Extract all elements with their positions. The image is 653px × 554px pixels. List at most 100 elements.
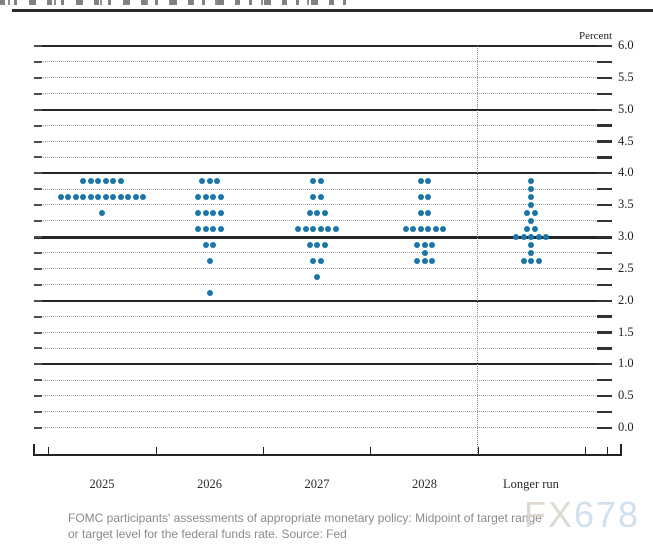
x-axis-tick [370,447,372,455]
x-axis-category-label: Longer run [503,477,559,491]
dot [528,218,534,225]
x-axis-category-label: 2027 [304,477,330,491]
dot [110,194,117,201]
dot [531,210,538,217]
y-tick-left [34,427,42,429]
dot [440,226,447,233]
dot [117,194,124,201]
y-tick-left [34,299,42,302]
y-tick-left [34,411,42,414]
dot [72,194,79,201]
y-tick-right [597,188,612,191]
dot [520,234,527,240]
y-tick-left [34,92,42,95]
dot [321,210,328,217]
gridline-dotted [34,61,612,63]
y-tick-right [597,204,612,207]
dot [310,194,317,201]
dot [206,289,213,296]
dot [528,249,534,256]
top-rule [12,9,653,12]
y-axis-label: 5.5 [618,69,634,84]
gridline-dotted [34,124,612,126]
dot [513,234,519,240]
dot [429,257,435,264]
dot [524,226,531,233]
y-axis-label: 0.5 [618,388,634,403]
gridline-dotted [34,156,612,158]
y-tick-left [34,188,42,191]
dot [306,241,313,248]
x-axis-end-cap [33,444,35,455]
dot [317,226,324,233]
dot [425,226,432,233]
gridline-solid [34,299,612,302]
x-axis-tick [585,447,587,455]
dot [314,210,320,217]
y-axis-label: 3.0 [618,229,634,243]
y-tick-left [34,315,42,318]
dot [206,178,213,185]
dot [425,210,432,217]
dot [199,178,205,185]
dot [202,210,209,217]
gridline-dotted [34,252,612,254]
caption-line-2: or target level for the federal funds ra… [68,527,347,541]
gridline-dotted [34,77,612,79]
y-tick-right [597,44,612,48]
gridline-dotted [34,427,612,429]
dot [421,241,428,248]
y-tick-right [597,140,612,143]
dot [214,178,220,185]
dot [195,194,202,201]
dot [99,210,105,217]
dot [528,257,534,264]
y-axis-label: 5.0 [618,101,634,116]
dot [210,194,217,201]
x-axis-end-cap [620,444,622,455]
y-axis-label: 0.0 [618,420,634,434]
dot [314,273,320,280]
dot [125,194,132,201]
dot [417,194,424,201]
y-tick-left [34,172,42,175]
dot [528,178,534,185]
dot [317,257,324,264]
watermark: FX678 [524,494,640,536]
dot [325,226,332,233]
cropped-text-remnant [0,0,352,5]
dot [524,210,531,217]
dot [402,226,409,233]
y-axis-label: 2.5 [618,260,634,275]
dot [520,257,527,264]
y-tick-right [597,108,612,111]
gridline-solid [34,108,612,111]
dot [195,226,202,233]
gridline-dotted [34,204,612,206]
dot [310,257,317,264]
y-tick-right [597,315,612,318]
dot [528,186,534,193]
dot [210,241,217,248]
y-tick-left [34,140,42,143]
dot [414,257,420,264]
dot [528,194,534,201]
dot [421,249,428,256]
y-tick-left [34,204,42,207]
gridline-solid [34,45,612,47]
dot [531,226,538,233]
x-axis-tick [263,447,265,455]
y-axis-label: 1.5 [618,324,634,339]
dot [95,178,102,185]
gridline-dotted [34,188,612,190]
dot [210,210,217,217]
y-tick-right [597,299,612,302]
y-tick-left [34,236,42,238]
y-tick-right [597,426,612,430]
dot [195,210,202,217]
x-axis-tick [478,447,480,455]
dot [217,194,224,201]
x-axis-tick [607,447,609,455]
y-tick-right [597,363,612,366]
